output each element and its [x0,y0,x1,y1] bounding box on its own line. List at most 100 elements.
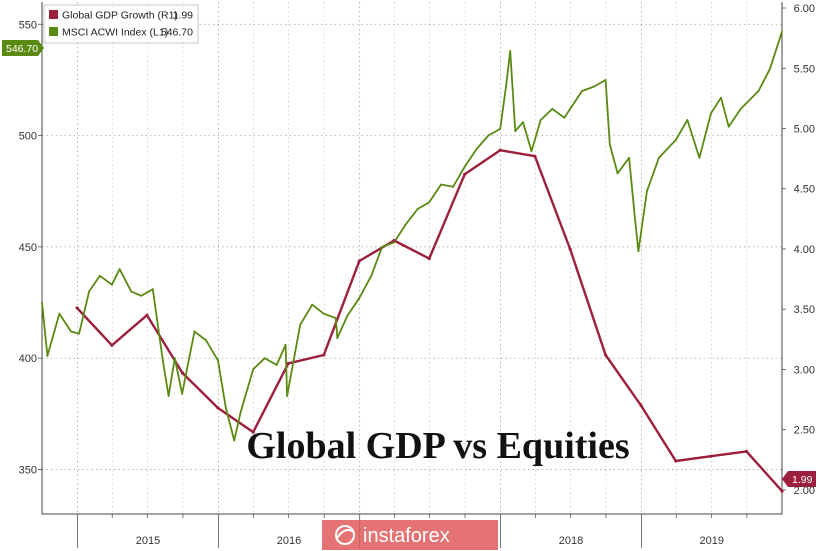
left-tick-label: 400 [19,353,37,365]
data-point-msci [233,439,236,442]
legend-label-msci: MSCI ACWI Index (L1) [62,27,168,39]
data-point-msci [781,30,783,33]
last-value-left: 546.70 [2,40,44,56]
data-point-msci [346,315,349,317]
x-tick-label: 2018 [559,535,583,547]
data-point-msci [173,357,176,360]
data-point-msci [505,85,507,88]
data-point-gdp [322,353,326,357]
last-value-right-text: 1.99 [792,474,813,486]
data-point-msci [509,50,512,52]
data-point-msci [686,119,689,121]
right-tick-label: 4.00 [794,244,815,256]
legend-value-gdp: 1.99 [173,10,194,22]
data-point-msci [563,116,566,119]
data-point-msci [78,332,80,335]
data-point-msci [41,301,43,304]
data-point-msci [140,294,143,297]
data-point-msci [720,96,722,99]
data-point-msci [727,125,730,128]
data-point-msci [181,392,184,395]
data-point-msci [604,79,607,81]
left-tick-label: 350 [19,464,37,476]
data-point-msci [58,312,61,315]
data-point-msci [463,165,466,168]
legend-value-msci: 546.70 [161,27,193,39]
data-point-msci [514,130,517,133]
data-point-msci [322,312,325,315]
data-point-msci [161,359,164,362]
data-point-msci [151,288,154,291]
data-point-msci [393,241,395,244]
data-point-msci [70,330,72,333]
data-point-gdp [110,343,114,347]
data-point-gdp [744,449,749,453]
data-point-msci [530,150,533,153]
grid-lines [42,2,782,514]
data-point-msci [593,85,595,88]
data-point-msci [334,317,337,319]
data-point-msci [118,268,121,270]
data-points-layer [41,30,784,493]
data-point-gdp [463,172,467,176]
data-point-msci [381,246,383,248]
data-point-gdp [639,404,643,408]
data-point-gdp [357,259,361,263]
left-tick-label: 550 [19,19,37,31]
data-point-msci [608,143,611,146]
x-axis-tick-labels: 2015 2016 2018 2019 [136,535,724,547]
data-point-msci [499,127,502,130]
data-point-msci [130,290,133,293]
left-axis-tick-labels: 350 400 450 500 550 [19,19,37,476]
overlay-title: Global GDP vs Equities [246,425,629,467]
data-point-msci [739,108,742,110]
data-point-gdp [251,430,255,434]
data-point-msci [637,250,640,253]
data-point-msci [299,323,302,326]
data-point-msci [311,303,314,306]
data-point-msci [193,330,196,333]
x-tick-label: 2019 [700,535,724,547]
data-point-msci [217,359,219,362]
right-tick-label: 5.50 [794,63,815,75]
data-point-msci [336,337,339,339]
watermark-logo-icon [335,525,355,545]
watermark-logo-swoosh-icon [336,529,355,539]
data-point-msci [551,108,554,110]
data-point-msci [616,172,619,175]
legend: Global GDP Growth (R1) 1.99 MSCI ACWI In… [43,4,199,44]
data-point-msci [205,339,208,342]
data-point-msci [263,357,266,360]
data-point-msci [646,190,648,193]
legend-box [43,4,199,44]
data-point-gdp [392,238,396,243]
data-point-gdp [427,257,431,261]
data-point-msci [757,90,760,92]
data-point-msci [111,283,113,286]
legend-swatch-gdp [49,10,58,19]
data-point-msci [370,274,373,277]
data-point-msci [769,67,771,70]
data-point-msci [698,156,701,159]
right-axis-tick-labels: 2.00 2.50 3.00 3.50 4.00 4.50 5.00 5.50 6.00 [794,3,815,497]
left-tick-label: 500 [19,131,37,143]
legend-label-gdp: Global GDP Growth (R1) [62,10,178,22]
last-value-right: 1.99 [782,471,816,487]
data-point-gdp [180,371,185,375]
data-point-msci [710,112,712,115]
data-point-msci [539,119,542,121]
data-point-msci [487,134,490,137]
data-point-msci [440,183,442,186]
right-tick-label: 6.00 [794,3,815,15]
data-point-gdp [568,247,572,251]
last-value-left-tag [2,40,44,56]
data-point-msci [284,343,287,346]
data-point-msci [581,90,583,92]
plot-area [42,2,782,514]
data-point-msci [404,223,407,226]
data-point-msci [428,201,431,204]
watermark: instaforex [322,520,498,550]
right-tick-label: 3.50 [794,304,815,316]
data-point-msci [88,290,90,293]
